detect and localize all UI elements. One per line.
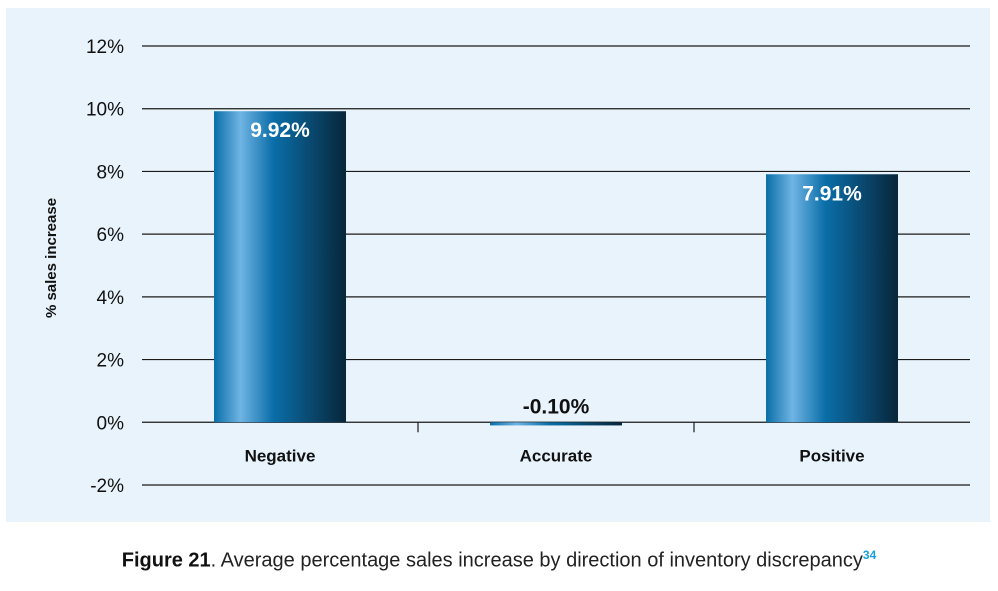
caption-text: . Average percentage sales increase by d… <box>210 549 863 572</box>
data-label: 7.91% <box>802 182 862 205</box>
chart-panel: -2% 0% 2% 4% 6% 8% 10% 12% 9.92% Negative -0.10% A… <box>6 8 990 522</box>
y-tick-label: 0% <box>97 413 125 434</box>
y-tick-label: 8% <box>97 162 125 183</box>
y-tick-label: 10% <box>86 100 124 121</box>
x-tick-label: Accurate <box>520 446 593 465</box>
bar-chart: -2% 0% 2% 4% 6% 8% 10% 12% 9.92% Negative -0.10% A… <box>43 37 970 497</box>
y-tick-label: 6% <box>97 225 125 246</box>
y-tick-label: 2% <box>97 351 125 372</box>
y-axis-title: % sales increase <box>43 198 60 318</box>
bar-accurate <box>490 422 622 426</box>
caption-label: Figure 21 <box>121 549 211 572</box>
caption-footnote: 34 <box>862 548 877 562</box>
y-tick-label: -2% <box>90 476 124 497</box>
y-tick-label: 12% <box>86 37 124 58</box>
figure-caption: Figure 21. Average percentage sales incr… <box>0 548 998 573</box>
x-tick-label: Negative <box>245 446 316 465</box>
data-label: 9.92% <box>250 119 310 142</box>
data-label: -0.10% <box>523 395 590 418</box>
bar-positive <box>766 174 898 423</box>
bar-negative <box>214 111 346 423</box>
x-tick-label: Positive <box>799 446 864 465</box>
y-tick-label: 4% <box>97 288 125 309</box>
